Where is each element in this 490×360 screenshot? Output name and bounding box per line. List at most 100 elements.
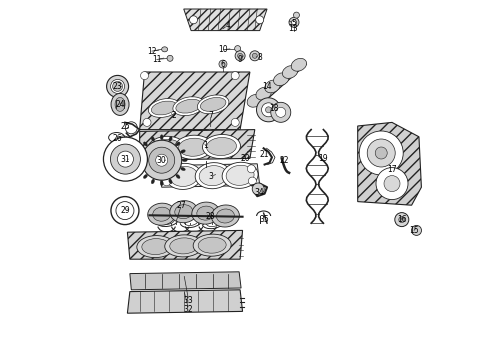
Ellipse shape bbox=[151, 179, 154, 184]
Ellipse shape bbox=[174, 135, 213, 159]
Text: 15: 15 bbox=[409, 226, 419, 235]
Text: 34: 34 bbox=[255, 188, 265, 197]
Text: 9: 9 bbox=[238, 55, 243, 64]
Ellipse shape bbox=[151, 136, 154, 141]
Circle shape bbox=[167, 55, 173, 61]
Ellipse shape bbox=[138, 150, 143, 153]
Ellipse shape bbox=[115, 98, 125, 111]
Text: 17: 17 bbox=[387, 165, 397, 174]
Ellipse shape bbox=[178, 138, 209, 156]
Circle shape bbox=[235, 46, 241, 51]
Circle shape bbox=[412, 225, 421, 235]
Circle shape bbox=[262, 103, 275, 117]
Polygon shape bbox=[130, 272, 241, 290]
Text: 26: 26 bbox=[113, 134, 122, 143]
Circle shape bbox=[143, 118, 151, 126]
Text: 33: 33 bbox=[184, 296, 194, 305]
Text: 22: 22 bbox=[279, 156, 289, 165]
Ellipse shape bbox=[160, 135, 163, 140]
Ellipse shape bbox=[170, 238, 198, 254]
Ellipse shape bbox=[175, 205, 193, 219]
Ellipse shape bbox=[169, 136, 172, 141]
Circle shape bbox=[376, 168, 408, 199]
Ellipse shape bbox=[192, 202, 220, 224]
Text: 14: 14 bbox=[262, 82, 272, 91]
Circle shape bbox=[384, 176, 400, 192]
Text: 3: 3 bbox=[208, 172, 213, 181]
Ellipse shape bbox=[147, 136, 186, 160]
Ellipse shape bbox=[173, 97, 204, 116]
Text: 11: 11 bbox=[152, 55, 162, 64]
Text: 30: 30 bbox=[157, 156, 167, 165]
Ellipse shape bbox=[182, 159, 187, 162]
Circle shape bbox=[219, 60, 227, 68]
Circle shape bbox=[256, 16, 264, 24]
Circle shape bbox=[231, 118, 239, 126]
Circle shape bbox=[238, 53, 243, 58]
Circle shape bbox=[252, 53, 257, 58]
Text: 35: 35 bbox=[260, 215, 270, 224]
Text: 21: 21 bbox=[260, 150, 270, 159]
Circle shape bbox=[399, 217, 405, 222]
Text: 28: 28 bbox=[206, 212, 216, 220]
Circle shape bbox=[142, 140, 182, 180]
Circle shape bbox=[247, 165, 255, 173]
Ellipse shape bbox=[138, 167, 143, 171]
Ellipse shape bbox=[273, 73, 289, 86]
Text: 20: 20 bbox=[240, 154, 250, 163]
Ellipse shape bbox=[222, 162, 258, 188]
Ellipse shape bbox=[211, 205, 240, 227]
Ellipse shape bbox=[176, 174, 180, 179]
Text: 13: 13 bbox=[288, 24, 298, 33]
Text: 32: 32 bbox=[184, 305, 194, 314]
Ellipse shape bbox=[193, 234, 231, 256]
Text: 16: 16 bbox=[397, 215, 407, 224]
Ellipse shape bbox=[142, 239, 170, 255]
Ellipse shape bbox=[176, 142, 180, 146]
Ellipse shape bbox=[107, 75, 128, 98]
Circle shape bbox=[235, 51, 245, 61]
Polygon shape bbox=[159, 164, 260, 187]
Ellipse shape bbox=[113, 81, 122, 91]
Ellipse shape bbox=[111, 93, 129, 116]
Text: 5: 5 bbox=[292, 19, 296, 28]
Ellipse shape bbox=[165, 235, 203, 257]
Text: 2: 2 bbox=[172, 111, 176, 120]
Circle shape bbox=[375, 147, 387, 159]
Ellipse shape bbox=[181, 150, 185, 153]
Ellipse shape bbox=[170, 166, 198, 186]
Polygon shape bbox=[127, 290, 243, 313]
Text: 27: 27 bbox=[176, 201, 186, 210]
Circle shape bbox=[292, 20, 296, 25]
Ellipse shape bbox=[166, 163, 202, 189]
Circle shape bbox=[103, 137, 147, 181]
Circle shape bbox=[163, 178, 171, 186]
Text: 8: 8 bbox=[257, 53, 262, 62]
Ellipse shape bbox=[206, 138, 237, 156]
Text: 18: 18 bbox=[270, 104, 279, 113]
Text: 23: 23 bbox=[113, 82, 122, 91]
Text: 1: 1 bbox=[203, 141, 208, 150]
Circle shape bbox=[156, 154, 168, 166]
Text: 29: 29 bbox=[120, 206, 130, 215]
Ellipse shape bbox=[147, 203, 176, 225]
Ellipse shape bbox=[151, 139, 182, 157]
Ellipse shape bbox=[137, 235, 175, 258]
Circle shape bbox=[231, 72, 239, 80]
Circle shape bbox=[110, 144, 141, 174]
Ellipse shape bbox=[197, 206, 215, 220]
Polygon shape bbox=[184, 9, 267, 31]
Ellipse shape bbox=[170, 201, 198, 223]
Ellipse shape bbox=[111, 80, 124, 93]
Circle shape bbox=[367, 139, 395, 167]
Ellipse shape bbox=[217, 209, 234, 223]
Text: 24: 24 bbox=[115, 100, 125, 109]
Ellipse shape bbox=[198, 237, 226, 253]
Ellipse shape bbox=[148, 99, 180, 117]
Ellipse shape bbox=[226, 165, 254, 185]
Polygon shape bbox=[358, 122, 421, 205]
Text: 7: 7 bbox=[208, 111, 213, 120]
Circle shape bbox=[141, 72, 148, 80]
Polygon shape bbox=[127, 230, 243, 259]
Ellipse shape bbox=[176, 99, 201, 113]
